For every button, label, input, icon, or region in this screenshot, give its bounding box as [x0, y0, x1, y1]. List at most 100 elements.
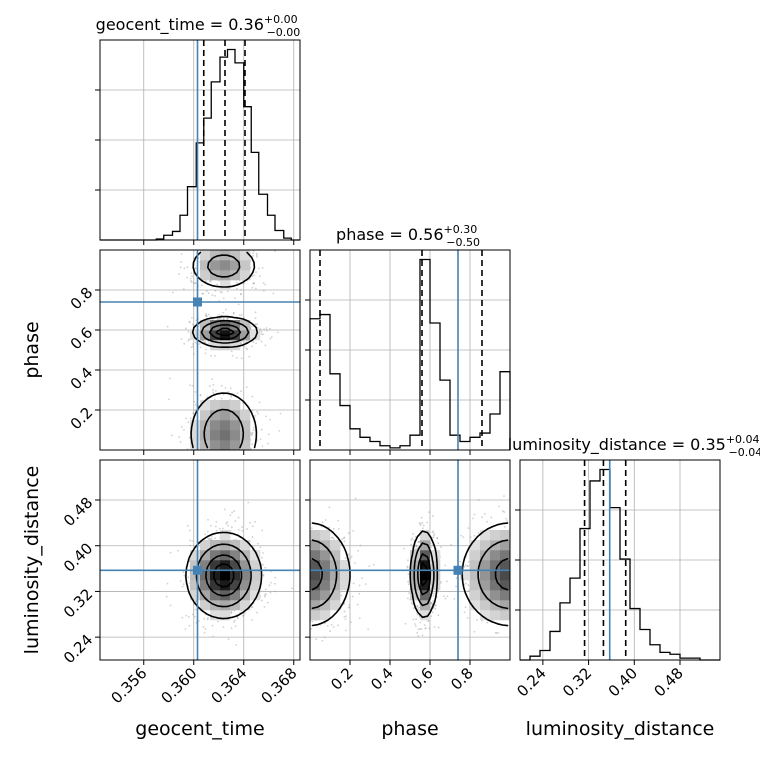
sample-point: [523, 592, 525, 594]
sample-point: [521, 572, 523, 574]
sample-point: [361, 577, 363, 580]
sample-point: [269, 575, 271, 577]
sample-point: [207, 247, 209, 249]
sample-point: [291, 587, 293, 590]
sample-point: [207, 456, 209, 458]
sample-point: [436, 537, 439, 540]
sample-point: [256, 611, 258, 614]
sample-point: [218, 317, 221, 320]
sample-point: [410, 543, 413, 546]
sample-point: [287, 585, 289, 587]
sample-point: [410, 539, 413, 542]
sample-point: [514, 544, 516, 546]
sample-point: [301, 592, 303, 594]
sample-point: [545, 554, 547, 556]
sample-point: [417, 635, 420, 637]
sample-point: [291, 610, 293, 612]
sample-point: [222, 318, 225, 321]
sample-point: [295, 548, 297, 550]
sample-point: [543, 579, 545, 581]
sample-point: [517, 511, 519, 513]
sample-point: [230, 473, 232, 475]
sample-point: [467, 589, 470, 592]
sample-point: [434, 604, 436, 606]
sample-point: [295, 582, 297, 584]
sample-point: [234, 625, 237, 628]
sample-point: [412, 532, 415, 535]
sample-point: [274, 513, 276, 515]
sample-point: [473, 630, 476, 633]
sample-point: [413, 623, 416, 625]
sample-point: [417, 541, 420, 543]
sample-point: [245, 347, 248, 350]
sample-point: [241, 530, 244, 532]
sample-point: [522, 621, 524, 623]
density-cell: [240, 540, 251, 551]
sample-point: [267, 597, 269, 599]
sample-point: [212, 388, 214, 391]
sample-point: [524, 533, 526, 535]
sample-point: [186, 276, 188, 279]
sample-point: [190, 280, 192, 282]
sample-point: [289, 603, 291, 605]
sample-point: [301, 604, 303, 606]
density-cell: [210, 260, 221, 271]
sample-point: [407, 573, 410, 576]
sample-point: [529, 567, 531, 569]
sample-point: [295, 583, 297, 585]
sample-point: [321, 639, 324, 642]
sample-point: [281, 599, 283, 601]
sample-point: [178, 272, 181, 275]
sample-point: [290, 532, 292, 534]
sample-point: [255, 271, 258, 274]
density-cell: [210, 430, 221, 441]
density-cell: [240, 560, 251, 571]
sample-point: [227, 524, 230, 527]
sample-point: [200, 247, 202, 249]
sample-point: [186, 524, 189, 527]
sample-point: [301, 544, 303, 546]
density-cell: [190, 550, 201, 561]
sample-point: [214, 525, 217, 528]
sample-point: [315, 638, 318, 640]
sample-point: [410, 601, 413, 604]
sample-point: [232, 470, 234, 472]
sample-point: [235, 245, 237, 247]
sample-point: [303, 667, 305, 669]
sample-point: [213, 486, 215, 488]
contour-line: [185, 531, 263, 620]
sample-point: [307, 585, 309, 587]
sample-point: [418, 522, 421, 524]
sample-point: [188, 624, 191, 627]
sample-point: [358, 617, 361, 619]
sample-point: [183, 342, 186, 345]
density-cell: [500, 610, 510, 621]
sample-point: [261, 445, 264, 448]
sample-point: [254, 317, 257, 320]
density-cell: [200, 270, 211, 281]
sample-point: [218, 467, 220, 469]
sample-point: [276, 560, 278, 562]
sample-point: [250, 453, 252, 455]
sample-point: [300, 614, 302, 616]
sample-point: [240, 340, 243, 343]
sample-point: [192, 343, 194, 345]
sample-point: [210, 477, 212, 479]
sample-point: [237, 528, 240, 531]
sample-point: [211, 462, 213, 464]
sample-point: [514, 576, 516, 578]
sample-point: [476, 619, 478, 622]
sample-point: [310, 627, 313, 630]
density-panel-geocent-time-vs-phase: [95, 245, 301, 488]
sample-point: [428, 511, 430, 514]
sample-point: [191, 384, 194, 387]
sample-point: [267, 442, 269, 445]
sample-point: [414, 548, 417, 551]
sample-point: [264, 588, 267, 591]
sample-point: [517, 541, 519, 543]
sample-point: [473, 513, 476, 516]
sample-point: [511, 525, 513, 527]
sample-point: [227, 390, 230, 393]
sample-point: [264, 566, 267, 569]
sample-point: [546, 578, 548, 580]
